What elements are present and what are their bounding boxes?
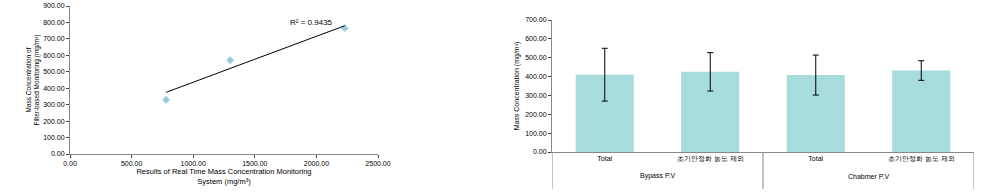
svg-text:600.00: 600.00: [525, 35, 547, 42]
svg-text:200.00: 200.00: [525, 111, 547, 118]
svg-text:1500.00: 1500.00: [242, 160, 267, 167]
svg-text:700.00: 700.00: [525, 16, 547, 23]
svg-text:2500.00: 2500.00: [365, 160, 390, 167]
svg-text:Mass Concentration ofFilter-ba: Mass Concentration ofFilter-based Monito…: [25, 34, 41, 125]
svg-text:Bypass P.V: Bypass P.V: [640, 172, 676, 180]
svg-text:1000.00: 1000.00: [181, 160, 206, 167]
svg-text:Total: Total: [597, 155, 612, 162]
svg-text:500.00: 500.00: [525, 54, 547, 61]
svg-text:R² = 0.9435: R² = 0.9435: [290, 18, 333, 27]
svg-text:Mass Concentration (mg/m³): Mass Concentration (mg/m³): [513, 42, 521, 131]
svg-text:Chabmer P.V: Chabmer P.V: [848, 173, 889, 180]
svg-text:100.00: 100.00: [43, 134, 65, 141]
svg-text:300.00: 300.00: [525, 92, 547, 99]
svg-text:800.00: 800.00: [43, 19, 65, 26]
svg-text:Results of Real Time Mass Conc: Results of Real Time Mass Concentration …: [136, 167, 311, 186]
svg-text:0.00: 0.00: [51, 150, 65, 157]
svg-text:0.00: 0.00: [63, 160, 77, 167]
svg-text:500.00: 500.00: [121, 160, 143, 167]
svg-text:700.00: 700.00: [43, 35, 65, 42]
svg-text:300.00: 300.00: [43, 101, 65, 108]
svg-text:0.00: 0.00: [533, 148, 547, 155]
svg-text:200.00: 200.00: [43, 118, 65, 125]
svg-text:900.00: 900.00: [43, 2, 65, 9]
svg-text:초기안정화 농도 제외: 초기안정화 농도 제외: [888, 155, 955, 162]
svg-text:초기안정화 농도 제외: 초기안정화 농도 제외: [677, 155, 744, 162]
svg-text:Total: Total: [808, 155, 823, 162]
svg-text:500.00: 500.00: [43, 68, 65, 75]
svg-text:2000.00: 2000.00: [304, 160, 329, 167]
svg-text:400.00: 400.00: [525, 73, 547, 80]
svg-text:400.00: 400.00: [43, 85, 65, 92]
svg-text:100.00: 100.00: [525, 130, 547, 137]
svg-text:600.00: 600.00: [43, 52, 65, 59]
